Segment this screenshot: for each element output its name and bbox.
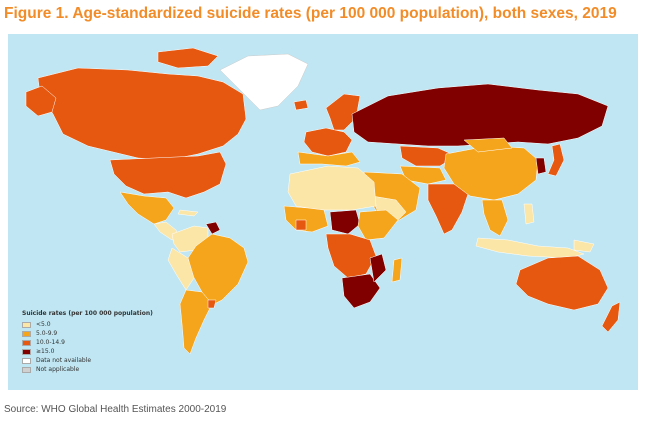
legend-label: 10.0-14.9: [36, 339, 65, 346]
region-usa: [109, 151, 227, 199]
region-southern-africa: [341, 273, 381, 309]
region-madagascar: [391, 257, 403, 283]
legend-swatch: [22, 366, 31, 373]
region-iceland: [293, 99, 309, 111]
region-scandinavia: [325, 93, 361, 131]
legend-swatch: [22, 357, 31, 364]
region-argentina-chile: [179, 289, 213, 355]
region-cote-divoire: [295, 219, 307, 231]
world-map-svg: [25, 47, 621, 355]
region-australia: [515, 255, 609, 311]
region-horn-of-africa: [357, 209, 399, 241]
region-new-zealand: [601, 301, 621, 333]
region-uruguay: [207, 299, 217, 309]
legend-label: Data not available: [36, 357, 92, 364]
region-alaska: [25, 85, 57, 117]
region-india: [427, 183, 469, 235]
legend-item-15-plus: ≥15.0: [22, 347, 153, 356]
region-caribbean: [177, 209, 199, 217]
legend-swatch: [22, 321, 31, 328]
legend-title: Suicide rates (per 100 000 population): [22, 310, 153, 317]
region-russia: [351, 83, 609, 147]
legend-item-not-applicable: Not applicable: [22, 365, 153, 374]
region-mozambique: [369, 253, 387, 283]
legend-label: 5.0-9.9: [36, 330, 58, 337]
legend-swatch: [22, 339, 31, 346]
region-indonesia: [475, 237, 585, 259]
legend-item-10-to-14: 10.0-14.9: [22, 338, 153, 347]
region-kazakhstan: [399, 145, 457, 167]
region-china: [443, 145, 539, 201]
region-korea: [535, 157, 547, 175]
world-map: Suicide rates (per 100 000 population) <…: [8, 34, 638, 390]
region-arctic-islands: [157, 47, 219, 69]
region-peru-bolivia: [167, 247, 195, 291]
legend-item-under-5: <5.0: [22, 320, 153, 329]
region-greenland: [219, 53, 309, 111]
region-canada: [37, 67, 247, 161]
region-southeast-asia: [481, 199, 509, 237]
region-mongolia: [463, 137, 513, 153]
region-west-africa: [283, 205, 329, 233]
region-central-african-republic: [329, 209, 361, 235]
legend-swatch: [22, 330, 31, 337]
region-guyana: [205, 221, 221, 235]
region-north-africa: [287, 165, 377, 211]
legend-label: ≥15.0: [36, 348, 55, 355]
region-western-europe: [303, 127, 353, 157]
figure-title: Figure 1. Age-standardized suicide rates…: [4, 5, 617, 22]
region-southern-europe: [297, 151, 361, 167]
region-papua-new-guinea: [573, 239, 595, 253]
region-drc: [325, 233, 377, 279]
source-note: Source: WHO Global Health Estimates 2000…: [4, 404, 227, 415]
legend-label: Not applicable: [36, 366, 80, 373]
map-legend: Suicide rates (per 100 000 population) <…: [22, 310, 153, 374]
legend-item-5-to-9: 5.0-9.9: [22, 329, 153, 338]
legend-item-no-data: Data not available: [22, 356, 153, 365]
region-japan: [547, 143, 565, 177]
region-mexico: [119, 191, 175, 225]
region-philippines: [523, 203, 535, 225]
legend-swatch: [22, 348, 31, 355]
legend-label: <5.0: [36, 321, 51, 328]
